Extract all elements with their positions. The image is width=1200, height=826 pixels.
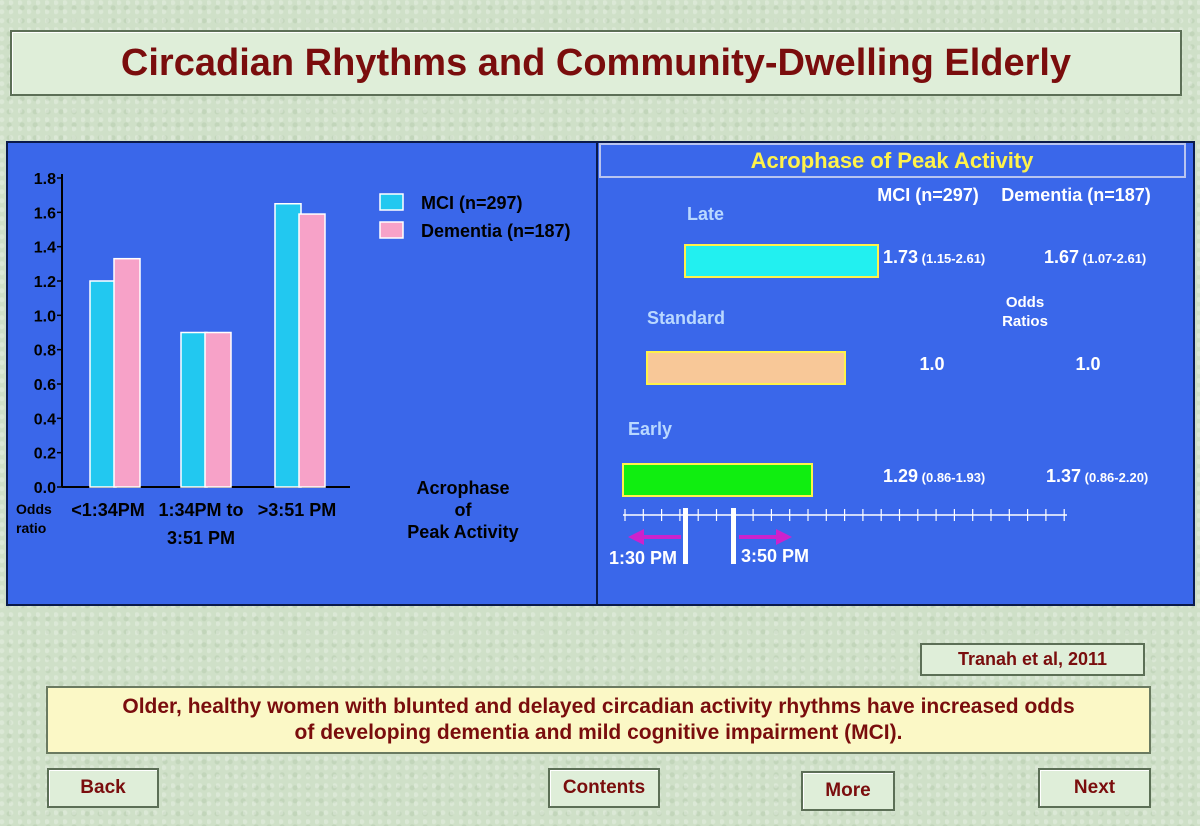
summary-line-2: of developing dementia and mild cognitiv… — [294, 721, 903, 744]
panel-divider — [596, 141, 598, 606]
summary-box: Older, healthy women with blunted and de… — [46, 686, 1151, 754]
back-button[interactable]: Back — [47, 768, 159, 808]
page-title: Circadian Rhythms and Community-Dwelling… — [120, 41, 1072, 84]
more-button-label: More — [825, 780, 871, 801]
contents-button-label: Contents — [562, 777, 646, 798]
citation-text: Tranah et al, 2011 — [957, 649, 1108, 669]
back-button-label: Back — [80, 777, 126, 798]
next-button-label: Next — [1073, 777, 1116, 798]
more-button[interactable]: More — [801, 771, 895, 811]
next-button[interactable]: Next — [1038, 768, 1151, 808]
summary-line-1: Older, healthy women with blunted and de… — [122, 695, 1075, 718]
citation-box: Tranah et al, 2011 — [920, 643, 1145, 676]
title-banner: Circadian Rhythms and Community-Dwelling… — [10, 30, 1182, 96]
contents-button[interactable]: Contents — [548, 768, 660, 808]
chart-panel — [6, 141, 1195, 606]
